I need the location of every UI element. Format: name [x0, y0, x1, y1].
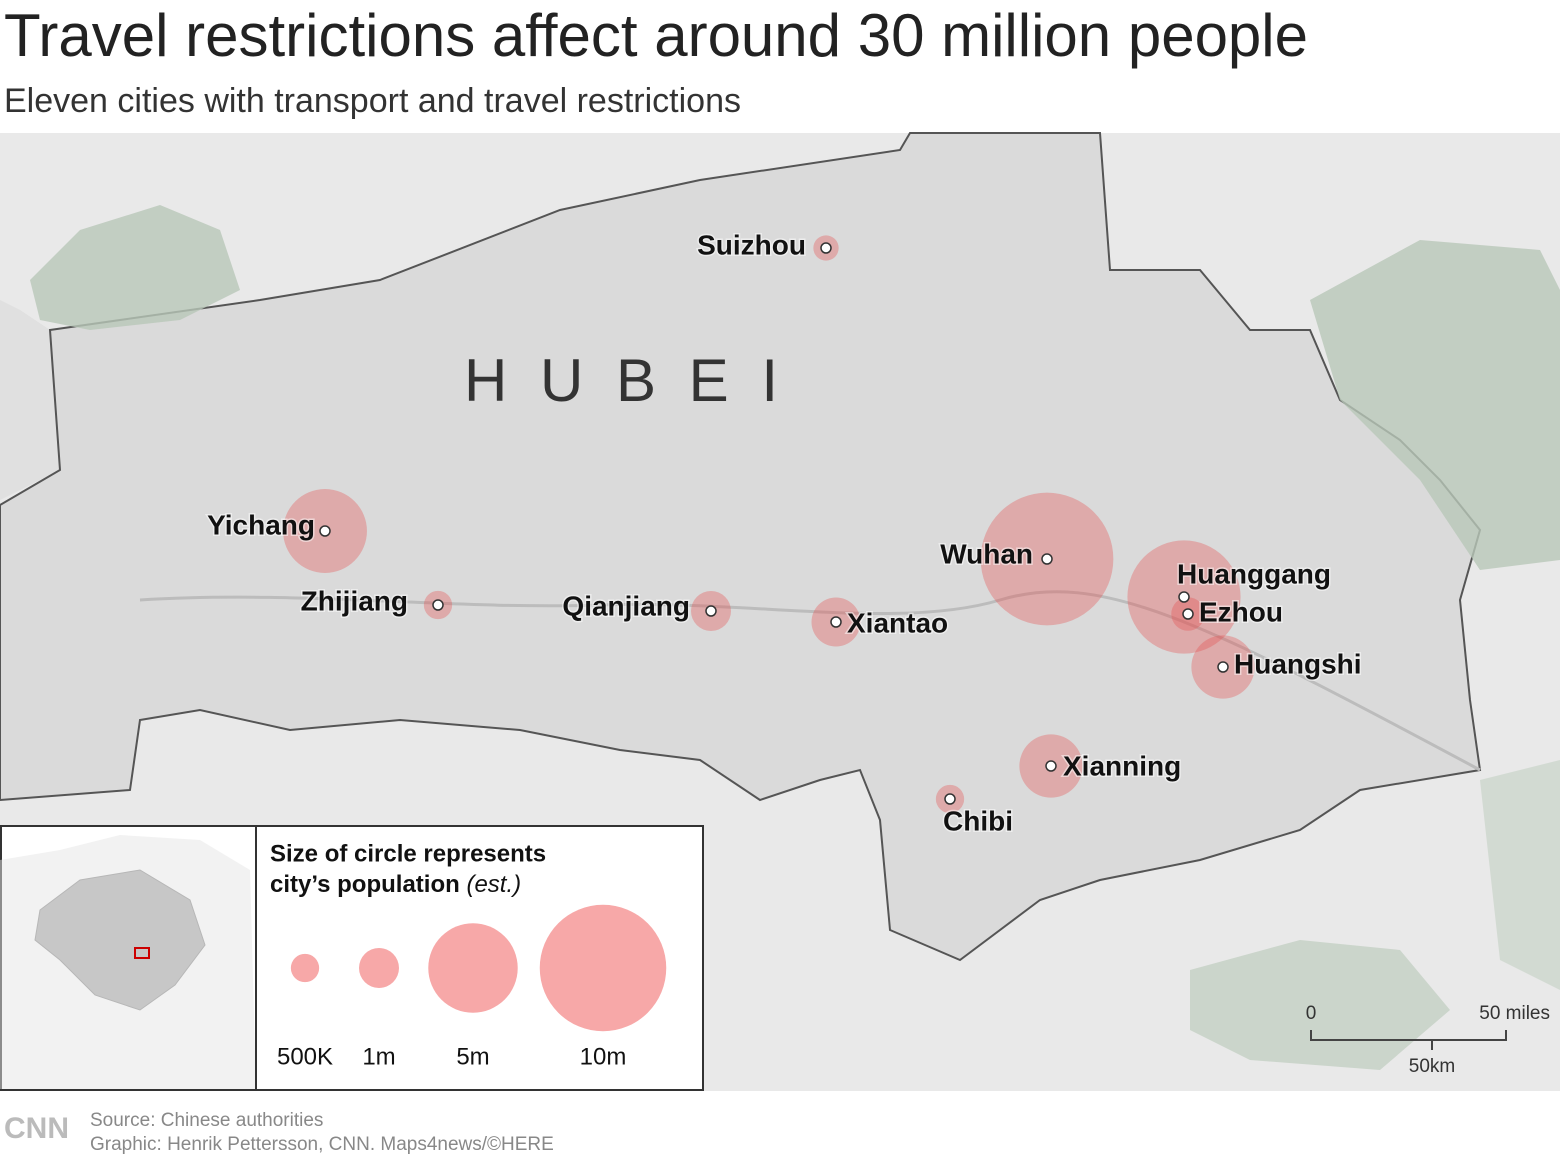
- legend-label: 5m: [456, 1043, 489, 1070]
- legend-circle: [428, 923, 518, 1013]
- city-label: Wuhan: [940, 538, 1033, 569]
- city-label: Xianning: [1063, 750, 1181, 781]
- logo: CNN: [4, 1112, 69, 1145]
- legend-note: (est.): [466, 871, 521, 898]
- legend-circle: [539, 904, 667, 1032]
- city-dot: [1045, 760, 1057, 772]
- legend-title: city’s population (est.): [270, 871, 521, 898]
- scale-miles: 50 miles: [1479, 1003, 1550, 1024]
- credit: Graphic: Henrik Pettersson, CNN. Maps4ne…: [90, 1134, 554, 1155]
- city-dot: [1178, 591, 1190, 603]
- city-layer: Suizhou Yichang Zhijiang Qianjiang Xiantao Wu…: [206, 228, 1363, 838]
- scale-zero: 0: [1306, 1003, 1317, 1024]
- legend-title-line: city’s population: [270, 871, 460, 898]
- city-label: Yichang: [207, 509, 315, 540]
- scale-bar: 0 50 miles 50km: [1306, 1003, 1550, 1077]
- city-dot: [319, 525, 331, 537]
- city-label: Huanggang: [1177, 558, 1331, 589]
- city-label: Xiantao: [847, 607, 948, 638]
- scale-km: 50km: [1409, 1056, 1455, 1077]
- city-dot: [705, 605, 717, 617]
- region-label: H U B E I: [464, 347, 786, 414]
- city-label: Zhijiang: [301, 585, 408, 616]
- legend-label: 1m: [362, 1043, 395, 1070]
- city-label: Ezhou: [1199, 596, 1283, 627]
- legend: Size of circle represents city’s populat…: [0, 825, 704, 1091]
- city-dot: [820, 242, 832, 254]
- city-label: Huangshi: [1234, 648, 1362, 679]
- city-dot: [432, 599, 444, 611]
- city-dot: [830, 616, 842, 628]
- city-label: Qianjiang: [562, 590, 690, 621]
- city-label: Chibi: [943, 805, 1013, 836]
- legend-label: 500K: [277, 1043, 333, 1070]
- city-dot: [1217, 661, 1229, 673]
- title: Travel restrictions affect around 30 mil…: [4, 2, 1308, 69]
- city-dot: [1041, 553, 1053, 565]
- legend-title: Size of circle represents: [270, 840, 546, 867]
- source: Source: Chinese authorities: [90, 1110, 323, 1131]
- city-dot: [944, 793, 956, 805]
- legend-circle: [290, 953, 320, 983]
- legend-label: 10m: [580, 1043, 627, 1070]
- subtitle: Eleven cities with transport and travel …: [4, 82, 741, 120]
- legend-circle: [359, 948, 399, 988]
- city-label: Suizhou: [697, 229, 806, 260]
- city-dot: [1182, 608, 1194, 620]
- legend-items: 500K 1m 5m 10m: [277, 904, 667, 1070]
